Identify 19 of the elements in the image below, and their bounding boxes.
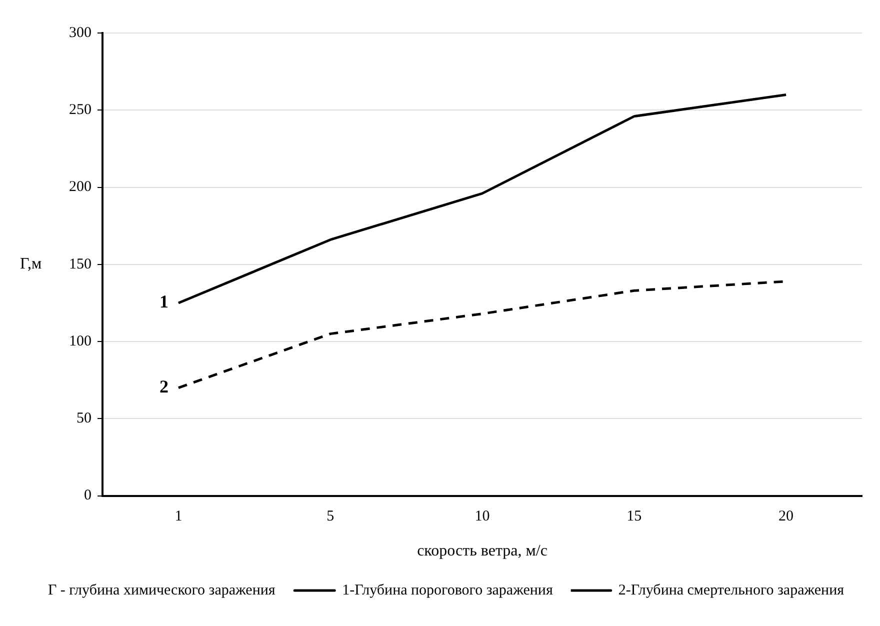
x-tick-label: 1 bbox=[174, 508, 182, 525]
y-tick-label: 100 bbox=[69, 333, 92, 350]
x-tick-label: 20 bbox=[778, 508, 794, 525]
y-tick-label: 250 bbox=[69, 102, 92, 118]
y-tick-label: 0 bbox=[84, 488, 92, 504]
x-tick-label: 15 bbox=[626, 508, 642, 525]
annotation: 1 bbox=[159, 292, 168, 312]
x-tick-label: 5 bbox=[326, 508, 334, 525]
x-tick-label: 10 bbox=[474, 508, 490, 525]
annotation: 2 bbox=[159, 376, 168, 396]
legend-label: 2-Глубина смертельного заражения bbox=[618, 582, 844, 598]
text: Г - глубина химического заражения bbox=[48, 582, 276, 598]
x-axis-title: скорость ветра, м/с bbox=[417, 542, 548, 560]
y-tick-label: 50 bbox=[76, 410, 92, 427]
y-axis-title: Г,м bbox=[20, 256, 42, 273]
y-tick-label: 150 bbox=[69, 256, 92, 272]
y-tick-label: 200 bbox=[69, 179, 92, 196]
legend-label: 1-Глубина порогового заражения bbox=[342, 582, 553, 598]
y-tick-label: 300 bbox=[69, 24, 92, 41]
